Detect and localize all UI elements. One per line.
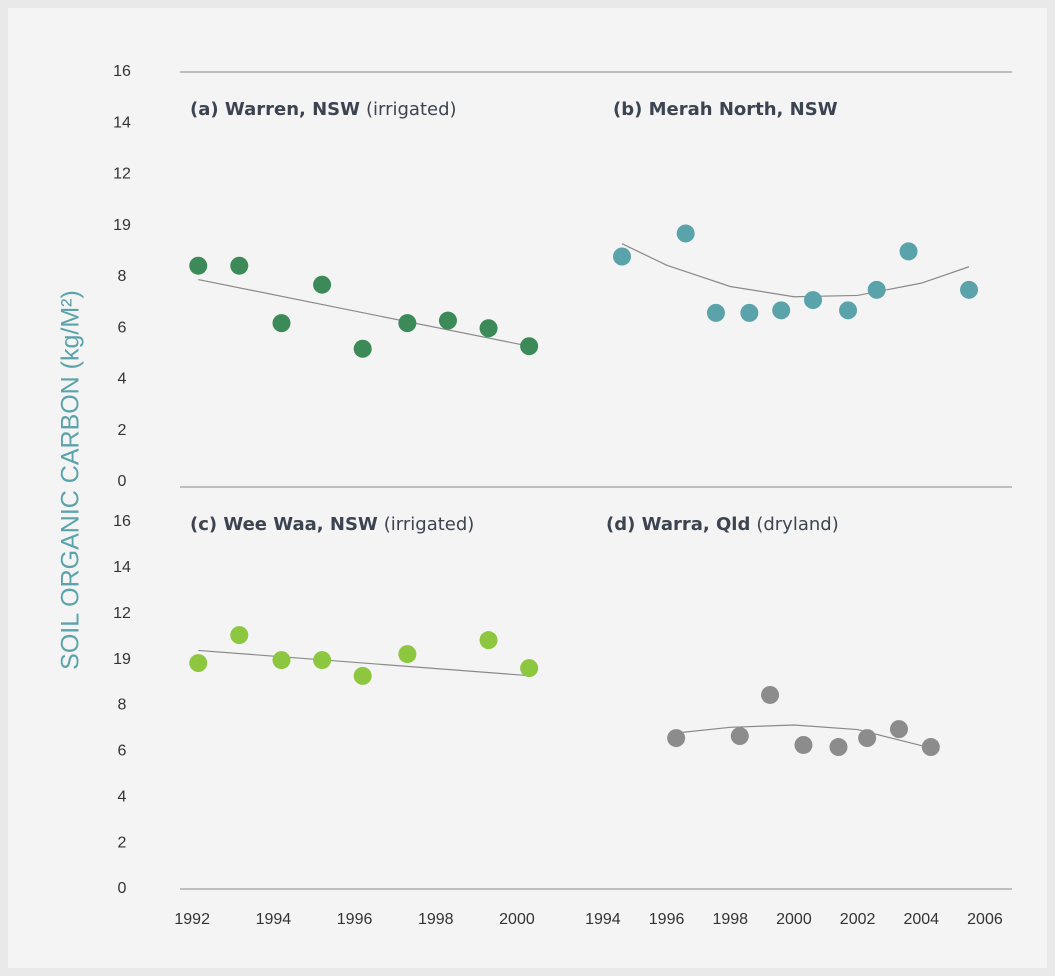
data-point bbox=[858, 729, 877, 748]
y-tick-label: 6 bbox=[118, 743, 127, 760]
y-tick-label: 14 bbox=[113, 559, 131, 576]
y-axis-label: SOIL ORGANIC CARBON (kg/M²) bbox=[57, 290, 85, 670]
x-tick-label: 2006 bbox=[967, 911, 1003, 928]
data-point bbox=[676, 224, 695, 243]
data-point bbox=[889, 720, 908, 739]
data-point bbox=[353, 339, 372, 358]
y-tick-label: 19 bbox=[113, 651, 131, 668]
trend-line bbox=[198, 649, 530, 677]
panel-title: (a) Warren, NSW (irrigated) bbox=[190, 99, 457, 120]
data-point bbox=[740, 303, 759, 322]
y-tick-label: 8 bbox=[118, 697, 127, 714]
y-tick-label: 16 bbox=[113, 63, 131, 80]
y-tick-label: 4 bbox=[118, 788, 127, 805]
y-tick-label: 14 bbox=[113, 114, 131, 131]
y-tick-label: 2 bbox=[118, 422, 127, 439]
data-point bbox=[313, 275, 332, 294]
trend-line bbox=[676, 724, 931, 749]
data-point bbox=[272, 651, 291, 670]
x-tick-label: 2002 bbox=[840, 911, 876, 928]
panel-title-bold: (b) Merah North, NSW bbox=[613, 99, 838, 120]
data-point bbox=[230, 256, 249, 275]
x-tick-label: 1996 bbox=[337, 911, 373, 928]
data-point bbox=[839, 301, 858, 320]
panel-title: (c) Wee Waa, NSW (irrigated) bbox=[190, 514, 474, 535]
data-point bbox=[353, 666, 372, 685]
data-point bbox=[804, 291, 823, 310]
data-point bbox=[730, 727, 749, 746]
x-tick-label: 2000 bbox=[499, 911, 535, 928]
data-point bbox=[398, 645, 417, 664]
panel-background bbox=[8, 8, 1047, 968]
y-tick-label: 12 bbox=[113, 166, 131, 183]
x-tick-label: 1998 bbox=[418, 911, 454, 928]
data-point bbox=[960, 280, 979, 299]
x-tick-label: 1996 bbox=[649, 911, 685, 928]
data-point bbox=[272, 314, 291, 333]
x-tick-label: 2000 bbox=[776, 911, 812, 928]
data-point bbox=[189, 256, 208, 275]
panel-title: (b) Merah North, NSW bbox=[613, 99, 838, 120]
y-tick-label: 8 bbox=[118, 268, 127, 285]
data-point bbox=[613, 247, 632, 266]
data-point bbox=[479, 319, 498, 338]
y-tick-label: 4 bbox=[118, 371, 127, 388]
data-point bbox=[921, 738, 940, 757]
x-tick-label: 1992 bbox=[174, 911, 210, 928]
data-point bbox=[230, 626, 249, 645]
trend-line bbox=[621, 243, 970, 298]
x-tick-label: 1994 bbox=[256, 911, 292, 928]
x-tick-label: 2004 bbox=[903, 911, 939, 928]
y-tick-label: 6 bbox=[118, 319, 127, 336]
data-point bbox=[867, 280, 886, 299]
y-tick-label: 12 bbox=[113, 605, 131, 622]
y-tick-label: 19 bbox=[113, 217, 131, 234]
panel-title-bold: (c) Wee Waa, NSW bbox=[190, 514, 378, 535]
data-point bbox=[667, 729, 686, 748]
data-point bbox=[398, 314, 417, 333]
trend-line bbox=[198, 278, 530, 347]
panel-title-note: (irrigated) bbox=[384, 514, 475, 535]
data-point bbox=[761, 685, 780, 704]
y-tick-label: 16 bbox=[113, 513, 131, 530]
panel-title-bold: (d) Warra, Qld bbox=[606, 514, 750, 535]
y-tick-label: 2 bbox=[118, 834, 127, 851]
data-point bbox=[899, 242, 918, 261]
data-point bbox=[189, 654, 208, 673]
data-point bbox=[772, 301, 791, 320]
x-tick-label: 1998 bbox=[712, 911, 748, 928]
data-point bbox=[829, 738, 848, 757]
data-point bbox=[438, 311, 457, 330]
panel-title: (d) Warra, Qld (dryland) bbox=[606, 514, 839, 535]
y-tick-label: 0 bbox=[118, 473, 127, 490]
data-point bbox=[520, 659, 539, 678]
data-point bbox=[706, 303, 725, 322]
y-tick-label: 0 bbox=[118, 880, 127, 897]
data-point bbox=[479, 631, 498, 650]
x-tick-label: 1994 bbox=[585, 911, 621, 928]
data-point bbox=[313, 651, 332, 670]
panel-title-note: (dryland) bbox=[756, 514, 838, 535]
panel-title-bold: (a) Warren, NSW bbox=[190, 99, 360, 120]
data-point bbox=[520, 337, 539, 356]
panel-title-note: (irrigated) bbox=[366, 99, 457, 120]
data-point bbox=[794, 735, 813, 754]
